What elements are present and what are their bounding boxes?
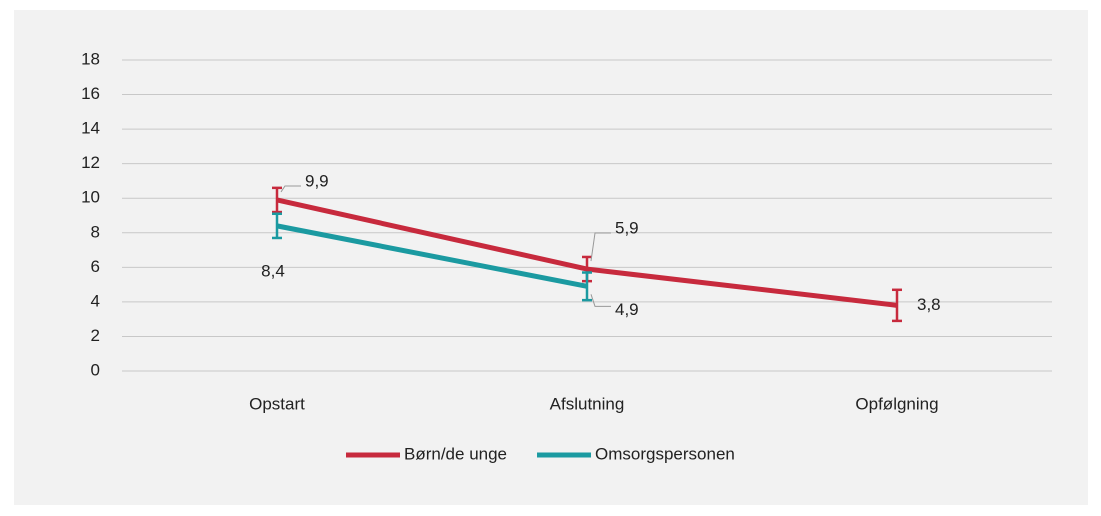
y-tick-label: 6 bbox=[91, 257, 100, 276]
data-label: 9,9 bbox=[305, 171, 329, 190]
y-tick-label: 12 bbox=[81, 153, 100, 172]
legend-label: Børn/de unge bbox=[404, 444, 507, 463]
x-tick-label: Afslutning bbox=[550, 394, 625, 413]
error-bar bbox=[892, 288, 902, 323]
y-tick-label: 16 bbox=[81, 84, 100, 103]
label-leader bbox=[280, 185, 301, 193]
x-tick-label: Opstart bbox=[249, 394, 305, 413]
series-line bbox=[276, 223, 588, 289]
y-tick-label: 4 bbox=[91, 291, 100, 310]
error-bar bbox=[272, 186, 282, 214]
label-leader bbox=[590, 232, 611, 262]
legend-label: Omsorgspersonen bbox=[595, 444, 735, 463]
y-tick-label: 0 bbox=[91, 360, 100, 379]
data-label: 3,8 bbox=[917, 295, 941, 314]
x-tick-label: Opfølgning bbox=[855, 394, 938, 413]
error-bar bbox=[582, 271, 592, 302]
chart-background bbox=[14, 10, 1088, 505]
y-tick-label: 8 bbox=[91, 222, 100, 241]
data-label: 8,4 bbox=[261, 261, 285, 280]
error-bar bbox=[272, 212, 282, 240]
y-tick-label: 10 bbox=[81, 188, 100, 207]
data-label: 4,9 bbox=[615, 300, 639, 319]
y-tick-label: 2 bbox=[91, 326, 100, 345]
y-tick-label: 18 bbox=[81, 49, 100, 68]
label-leader bbox=[590, 294, 611, 307]
y-tick-label: 14 bbox=[81, 119, 100, 138]
data-label: 5,9 bbox=[615, 219, 639, 238]
